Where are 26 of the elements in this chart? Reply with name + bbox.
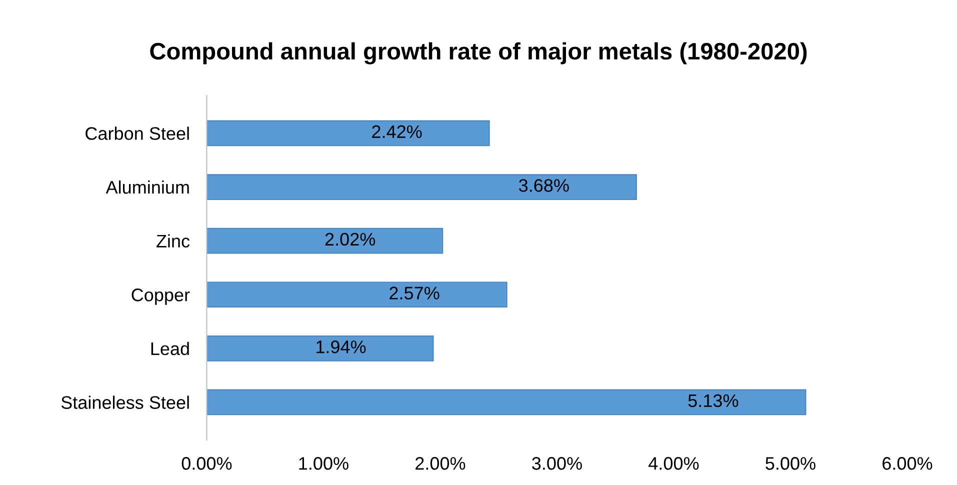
x-tick-label: 0.00% <box>182 457 232 470</box>
data-label: 2.42% <box>372 125 422 138</box>
x-tick-label: 3.00% <box>532 457 582 470</box>
y-tick-label: Aluminium <box>106 180 189 194</box>
bar <box>206 228 444 254</box>
bar <box>206 282 508 308</box>
y-tick-label: Carbon Steel <box>86 126 189 140</box>
y-tick-label: Staineless Steel <box>61 396 189 409</box>
data-label: 3.68% <box>519 179 569 192</box>
data-label: 5.13% <box>688 394 738 408</box>
x-tick-label: 6.00% <box>882 457 932 470</box>
bar <box>206 389 806 416</box>
x-tick-label: 5.00% <box>766 457 816 470</box>
bar <box>206 335 434 362</box>
x-tick-label: 4.00% <box>648 457 699 470</box>
chart-title: Compound annual growth rate of major metals (1980-2020) <box>150 42 807 64</box>
data-label: 2.57% <box>390 286 440 300</box>
data-label: 1.94% <box>316 340 366 354</box>
y-tick-label: Copper <box>132 288 190 305</box>
y-tick-label: Lead <box>151 342 189 356</box>
y-tick-label: Zinc <box>156 234 190 248</box>
bar <box>206 174 637 200</box>
bar <box>206 120 490 146</box>
x-tick-label: 1.00% <box>299 457 348 470</box>
data-label: 2.02% <box>325 232 376 246</box>
x-tick-label: 2.00% <box>416 457 466 470</box>
